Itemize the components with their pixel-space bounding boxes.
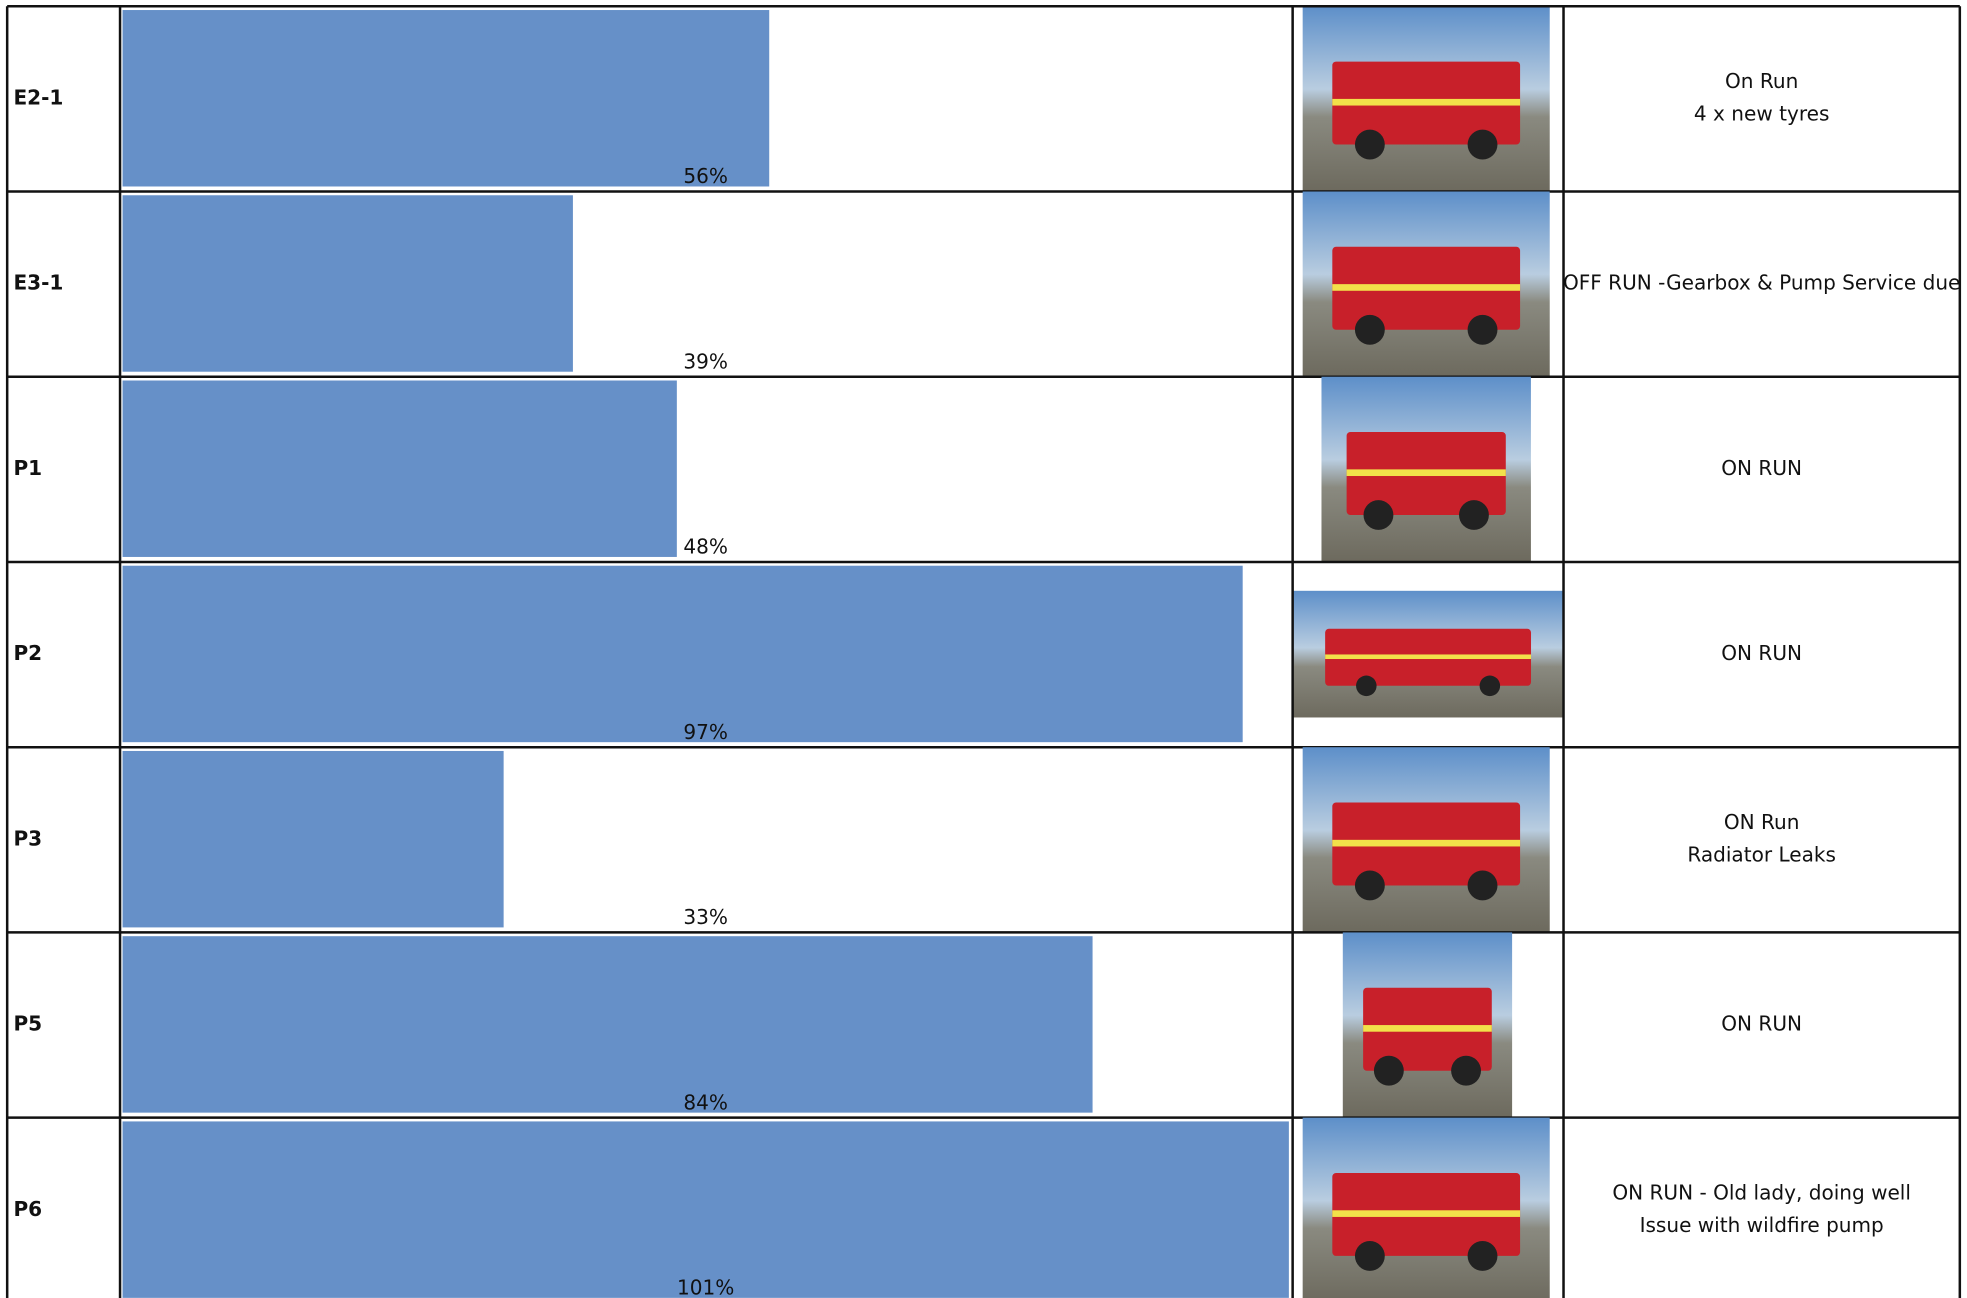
wheel [1363,500,1394,530]
truck-photo [1302,191,1550,376]
unit-label: P2 [13,641,42,665]
data-bar [122,565,1243,743]
wheel [1354,129,1385,160]
unit-label: E3-1 [13,271,63,295]
status-text: ON RUN [1721,1012,1802,1036]
wheel [1467,1240,1498,1271]
wheel [1451,1055,1481,1086]
wheel [1354,314,1385,345]
truck-photo [1302,747,1550,932]
status-text: ON Run [1724,810,1800,834]
bar-label: 39% [683,349,728,373]
status-text: 4 x new tyres [1694,102,1829,126]
unit-label: P6 [13,1197,42,1221]
unit-label: E2-1 [13,85,63,109]
data-bar [122,10,770,187]
bar-label: 56% [683,164,728,188]
bar-label: 48% [683,535,728,559]
truck-photo [1342,932,1513,1117]
wheel [1356,675,1377,697]
data-bar [122,195,573,372]
truck-stripe [1332,284,1521,291]
truck-stripe [1325,654,1532,660]
unit-label: P5 [13,1012,42,1036]
wheel [1373,1055,1404,1086]
bar-label: 101% [677,1276,734,1298]
truck-stripe [1332,98,1521,106]
bar-label: 33% [683,905,728,929]
wheel [1467,129,1498,160]
status-text: ON RUN [1721,641,1802,665]
status-text: OFF RUN -Gearbox & Pump Service due [1563,271,1960,295]
truck-photo [1292,590,1564,718]
truck-photo [1321,376,1531,562]
bar-label: 97% [683,720,728,744]
wheel [1479,675,1501,697]
status-text: Radiator Leaks [1687,843,1836,867]
status-text: On Run [1725,69,1798,93]
truck-stripe [1346,469,1506,477]
wheel [1354,870,1385,901]
truck-stripe [1332,1210,1521,1217]
bar-label: 84% [683,1090,728,1114]
truck-stripe [1332,839,1521,847]
unit-label: P3 [13,826,42,850]
wheel [1459,500,1489,530]
truck-photo [1302,1117,1550,1298]
wheel [1354,1240,1385,1271]
data-bar [122,380,677,557]
data-bar [122,750,504,928]
status-text: ON RUN [1721,456,1802,480]
wheel [1467,314,1498,345]
data-bar [122,1121,1289,1298]
data-bar [122,936,1093,1113]
unit-label: P1 [13,456,42,480]
status-text: Issue with wildfire pump [1640,1213,1884,1237]
truck-photo [1302,6,1550,191]
status-text: ON RUN - Old lady, doing well [1612,1180,1911,1204]
truck-stripe [1363,1025,1492,1032]
wheel [1467,870,1498,901]
